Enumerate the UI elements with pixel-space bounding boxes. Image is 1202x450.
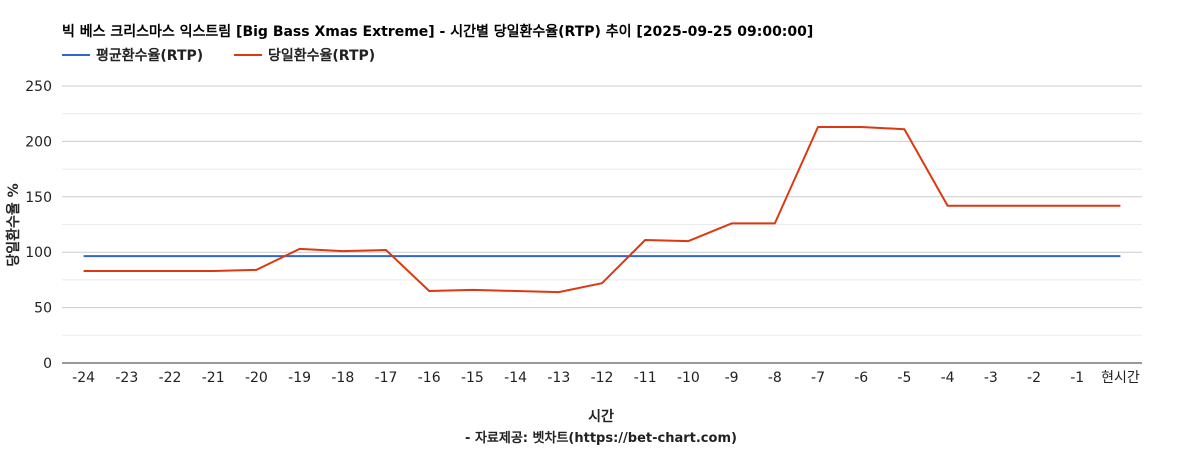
x-tick-label: -9 <box>725 370 739 386</box>
x-tick-label: -15 <box>461 370 484 386</box>
y-tick-label: 200 <box>25 134 52 150</box>
y-tick-label: 100 <box>25 245 52 261</box>
daily-rtp-line <box>83 126 1121 294</box>
x-tick-label: -5 <box>897 370 911 386</box>
series-lines <box>83 126 1121 294</box>
x-tick-label: -23 <box>115 370 138 386</box>
legend-label-daily: 당일환수율(RTP) <box>268 47 375 64</box>
y-axis-title: 당일환수율 % <box>5 183 22 266</box>
x-tick-label: -19 <box>288 370 311 386</box>
x-tick-label: -11 <box>634 370 657 386</box>
x-tick-label: -24 <box>72 370 95 386</box>
x-tick-label: -18 <box>331 370 354 386</box>
y-tick-label: 150 <box>25 190 52 206</box>
source-credit: - 자료제공: 벳차트(https://bet-chart.com) <box>465 430 737 446</box>
x-tick-label: -10 <box>677 370 700 386</box>
y-tick-label: 0 <box>43 356 52 372</box>
x-tick-label: -6 <box>854 370 868 386</box>
chart-title: 빅 베스 크리스마스 익스트림 [Big Bass Xmas Extreme] … <box>62 23 813 40</box>
legend-label-average: 평균환수율(RTP) <box>96 47 203 64</box>
x-tick-label: -8 <box>768 370 782 386</box>
x-tick-label: -4 <box>941 370 955 386</box>
x-tick-label: -22 <box>159 370 182 386</box>
y-tick-label: 250 <box>25 79 52 95</box>
x-tick-label: -17 <box>375 370 398 386</box>
x-tick-label: -3 <box>984 370 998 386</box>
x-tick-label: -14 <box>504 370 527 386</box>
x-tick-label: -21 <box>202 370 225 386</box>
x-tick-label: -20 <box>245 370 268 386</box>
gridlines <box>62 85 1142 364</box>
x-tick-label: -16 <box>418 370 441 386</box>
legend: 평균환수율(RTP) 당일환수율(RTP) <box>62 47 375 64</box>
x-tick-label: -7 <box>811 370 825 386</box>
x-axis-title: 시간 <box>588 408 614 425</box>
y-tick-label: 50 <box>34 301 52 317</box>
x-tick-label: 현시간 <box>1101 370 1140 386</box>
x-axis-ticks: -24 -23 -22 -21 -20 -19 -18 -17 -16 -15 -14 -13 -12 -… <box>72 370 1140 386</box>
x-tick-label: -12 <box>591 370 614 386</box>
x-tick-label: -1 <box>1070 370 1084 386</box>
y-axis-ticks: 0 50 100 150 200 250 <box>25 79 52 372</box>
x-tick-label: -2 <box>1027 370 1041 386</box>
x-tick-label: -13 <box>547 370 570 386</box>
